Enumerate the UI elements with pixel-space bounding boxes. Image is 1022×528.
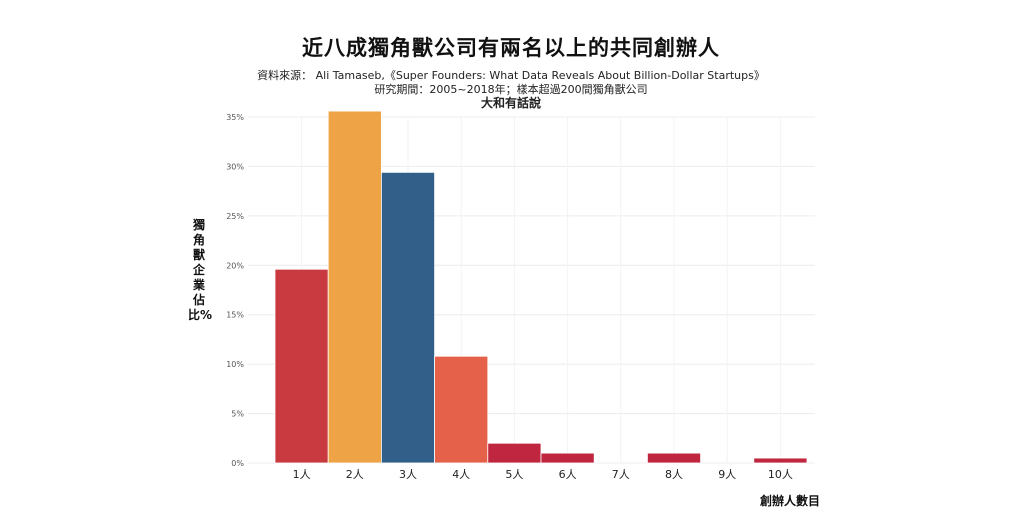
x-tick-label: 7人	[612, 468, 630, 481]
chart-source: 資料來源： Ali Tamaseb,《Super Founders: What …	[257, 69, 765, 82]
x-tick-label: 4人	[452, 468, 470, 481]
chart-brand: 大和有話說	[480, 96, 541, 110]
x-tick-label: 9人	[718, 468, 736, 481]
x-tick-label: 1人	[293, 468, 311, 481]
y-tick-label: 25%	[226, 212, 244, 221]
x-axis-label: 創辦人數目	[760, 494, 821, 508]
y-axis-label: 獨角獸企業佔比%	[188, 218, 213, 322]
x-tick-label: 2人	[346, 468, 364, 481]
y-tick-label: 10%	[226, 360, 244, 369]
x-tick-label: 6人	[559, 468, 577, 481]
bar-5	[487, 442, 542, 464]
y-tick-label: 15%	[226, 311, 244, 320]
y-tick-label: 20%	[226, 261, 244, 270]
bar-8	[647, 452, 702, 464]
y-tick-label: 35%	[226, 113, 244, 122]
y-tick-label: 30%	[226, 162, 244, 171]
bar-4	[434, 355, 489, 464]
bar-6	[540, 452, 595, 464]
bar-1	[274, 268, 329, 464]
x-tick-label: 8人	[665, 468, 683, 481]
y-tick-labels: 0% 5% 10% 15% 20% 25% 30% 35%	[226, 113, 244, 468]
y-tick-label: 5%	[231, 410, 244, 419]
y-tick-label: 0%	[231, 459, 244, 468]
x-tick-label: 3人	[399, 468, 417, 481]
chart-title: 近八成獨角獸公司有兩名以上的共同創辦人	[302, 35, 720, 60]
bar-2	[327, 110, 382, 464]
chart-period: 研究期間：2005~2018年；樣本超過200間獨角獸公司	[374, 83, 648, 96]
x-tick-labels: 1人 2人 3人 4人 5人 6人 7人 8人 9人 10人	[293, 468, 793, 481]
bar-10	[753, 457, 808, 464]
bars	[274, 110, 808, 464]
bar-3	[380, 171, 435, 464]
x-tick-label: 10人	[768, 468, 793, 481]
x-tick-label: 5人	[505, 468, 523, 481]
